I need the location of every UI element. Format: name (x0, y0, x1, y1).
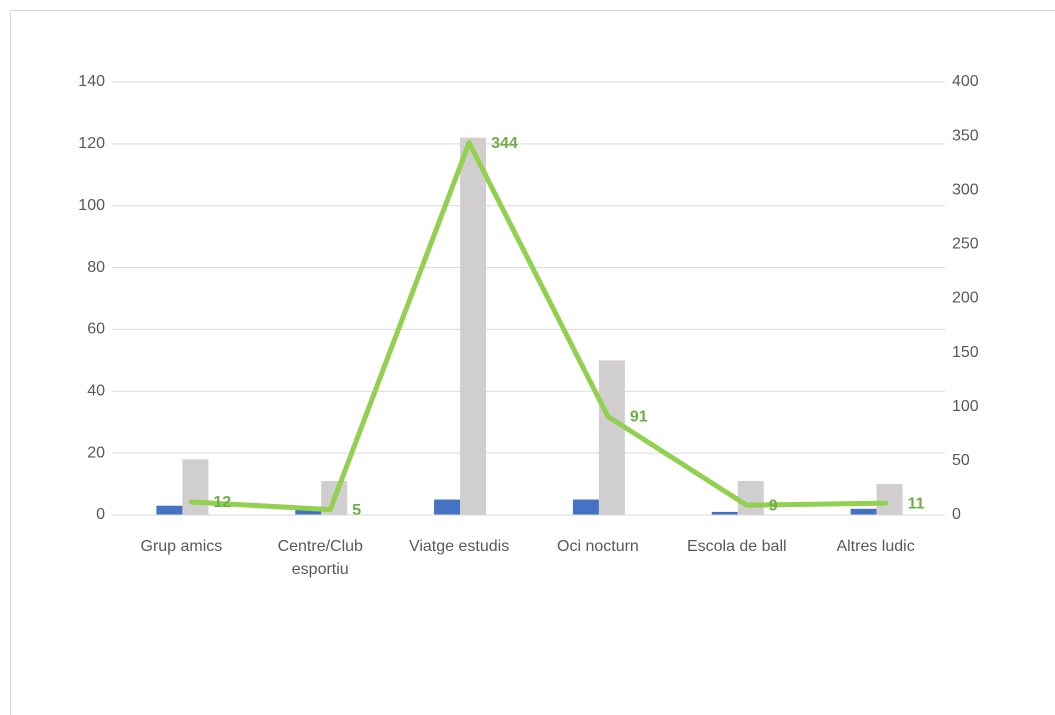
bar (295, 508, 322, 515)
bar (434, 499, 461, 515)
y-tick-label: 120 (78, 135, 105, 152)
data-label: 344 (491, 135, 518, 152)
y2-tick-label: 250 (952, 236, 979, 253)
x-tick-label: Altres ludic (836, 538, 915, 555)
data-label: 12 (213, 494, 231, 511)
data-label: 9 (769, 497, 778, 514)
x-tick-label: Oci nocturn (557, 538, 639, 555)
line (188, 140, 889, 513)
x-tick-label: Viatge estudis (408, 538, 510, 555)
y-tick-label: 20 (87, 444, 105, 461)
y2-tick-label: 350 (952, 127, 979, 144)
bar (876, 484, 903, 515)
chart-border (10, 10, 1055, 715)
x-tick-label: Escola de ball (686, 538, 787, 555)
y2-tick-label: 150 (952, 344, 979, 361)
data-label: 11 (908, 495, 925, 512)
bar (182, 459, 209, 515)
bar (850, 508, 877, 515)
y-tick-label: 100 (78, 197, 105, 214)
y2-tick-label: 200 (952, 290, 979, 307)
y-tick-label: 60 (87, 321, 105, 338)
bar (460, 137, 487, 515)
bar (572, 499, 599, 515)
y2-tick-label: 50 (952, 452, 970, 469)
y2-tick-label: 300 (952, 181, 979, 198)
y-tick-label: 140 (78, 73, 105, 90)
bar (598, 360, 625, 515)
y2-tick-label: 0 (952, 506, 961, 523)
bar (711, 511, 738, 515)
data-label: 5 (352, 502, 361, 519)
x-tick-label: Centre/Club esportiu (277, 538, 363, 578)
bar (156, 505, 183, 515)
y-tick-label: 0 (96, 506, 105, 523)
y2-tick-label: 400 (952, 73, 979, 90)
data-label: 91 (630, 409, 648, 426)
y-tick-label: 80 (87, 259, 105, 276)
bar (737, 480, 764, 515)
x-tick-label: Grup amics (140, 538, 223, 555)
y2-tick-label: 100 (952, 398, 979, 415)
y-tick-label: 40 (87, 383, 105, 400)
